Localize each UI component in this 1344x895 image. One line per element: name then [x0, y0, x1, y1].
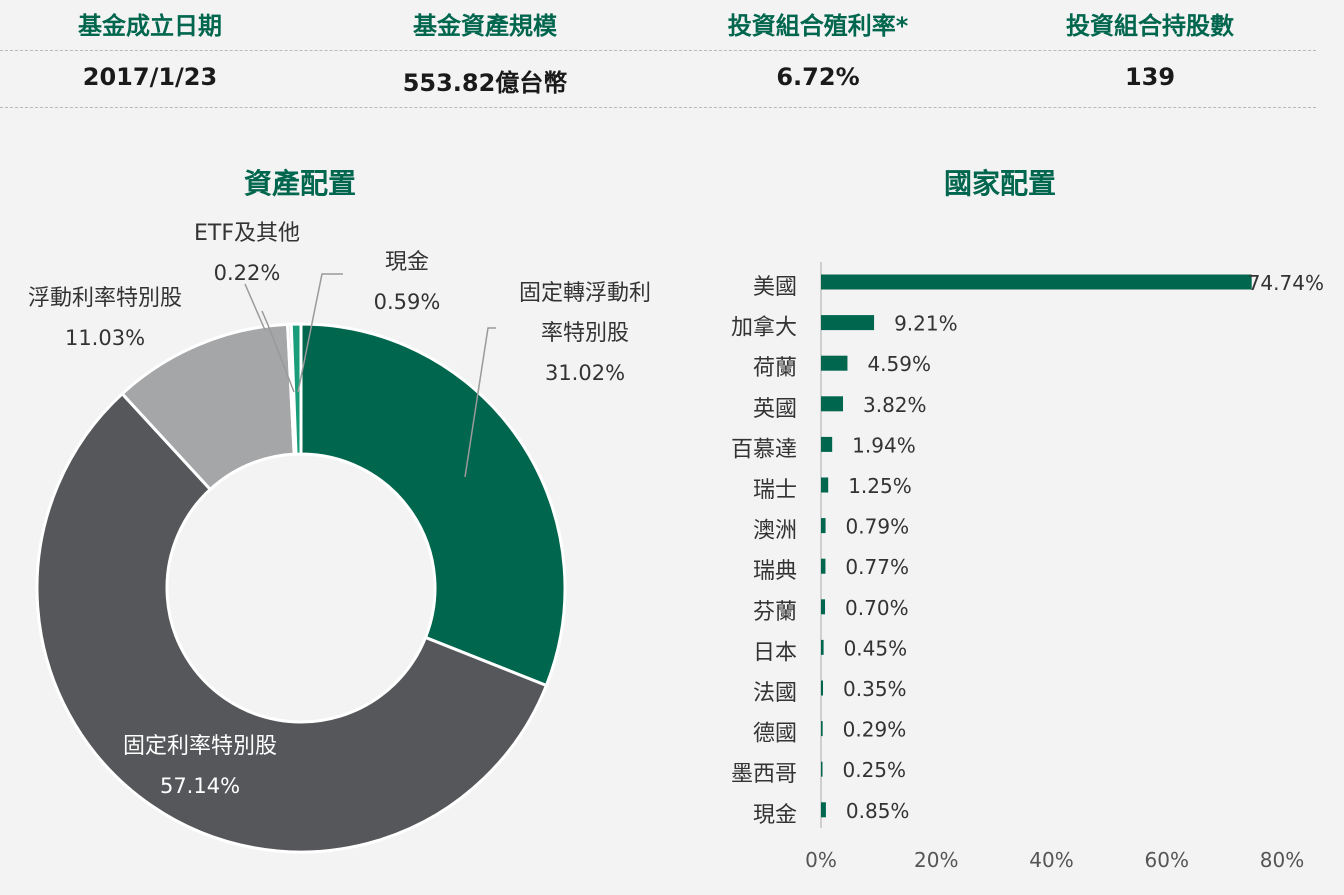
- donut-label-2-0: 浮動利率特別股: [28, 286, 182, 311]
- bar-value-label-1: 9.21%: [894, 312, 958, 336]
- bar-value-label-5: 1.25%: [848, 474, 912, 498]
- bar-value-label-2: 4.59%: [867, 352, 931, 376]
- bar-category-1: 加拿大: [731, 315, 797, 341]
- stats-divider-bottom: [0, 107, 1316, 108]
- donut-label-0-0: 固定轉浮動利: [519, 281, 651, 306]
- donut-label-1-0: 固定利率特別股: [123, 734, 277, 759]
- donut-slice-4: [289, 322, 303, 456]
- bar-value-label-13: 0.85%: [846, 799, 910, 823]
- bar-6: [821, 518, 826, 534]
- donut-slice-1: [35, 391, 549, 854]
- donut-value-1: 57.14%: [160, 774, 240, 798]
- bar-8: [821, 599, 826, 615]
- donut-value-2: 11.03%: [65, 326, 145, 350]
- inception-date-label: 基金成立日期: [78, 12, 222, 40]
- portfolio-yield-value: 6.72%: [776, 63, 860, 91]
- stats-divider-top: [0, 50, 1316, 51]
- bar-category-12: 墨西哥: [731, 762, 797, 787]
- bar-9: [821, 639, 824, 655]
- bar-category-2: 荷蘭: [753, 356, 797, 381]
- bar-7: [821, 558, 826, 574]
- inception-date-value: 2017/1/23: [82, 63, 218, 91]
- donut-value-0: 31.02%: [545, 361, 625, 385]
- donut-slice-0: [299, 322, 567, 688]
- bar-value-label-0: 74.74%: [1248, 271, 1324, 295]
- bar-5: [821, 477, 829, 493]
- fund-stats: 基金成立日期 基金資產規模 投資組合殖利率* 投資組合持股數 2017/1/23…: [0, 0, 1316, 108]
- bar-12: [821, 761, 823, 777]
- fund-aum-label: 基金資產規模: [413, 12, 557, 40]
- bar-category-11: 德國: [753, 722, 797, 747]
- bar-category-8: 芬蘭: [753, 600, 797, 625]
- bar-category-6: 澳洲: [753, 519, 797, 544]
- bar-category-9: 日本: [753, 640, 797, 665]
- x-tick-4: 80%: [1260, 848, 1304, 872]
- fund-aum-value: 553.82億台幣: [402, 69, 568, 97]
- bar-category-3: 英國: [753, 397, 797, 422]
- bar-1: [821, 315, 875, 331]
- bar-11: [821, 721, 823, 737]
- bar-10: [821, 680, 824, 696]
- country-allocation-title: 國家配置: [943, 167, 1056, 200]
- bar-value-label-12: 0.25%: [843, 758, 907, 782]
- portfolio-yield-label: 投資組合殖利率*: [727, 12, 909, 40]
- bar-value-label-4: 1.94%: [852, 433, 916, 457]
- donut-label-0-1: 率特別股: [541, 321, 629, 346]
- leader-line-2: [244, 283, 266, 331]
- bar-value-label-3: 3.82%: [863, 393, 927, 417]
- bar-value-label-7: 0.77%: [845, 555, 909, 579]
- x-tick-1: 20%: [914, 848, 958, 872]
- donut-label-3-0: ETF及其他: [194, 221, 300, 246]
- bar-category-4: 百慕達: [731, 437, 797, 462]
- holdings-count-label: 投資組合持股數: [1066, 12, 1234, 40]
- x-tick-2: 40%: [1029, 848, 1073, 872]
- x-tick-3: 60%: [1145, 848, 1189, 872]
- bar-category-10: 法國: [753, 681, 797, 706]
- bar-3: [821, 396, 844, 412]
- bar-value-label-8: 0.70%: [845, 596, 909, 620]
- donut-value-4: 0.59%: [374, 290, 441, 314]
- bar-2: [821, 355, 848, 371]
- bar-category-5: 瑞士: [753, 478, 797, 503]
- bar-value-label-10: 0.35%: [843, 677, 907, 701]
- asset-allocation-title: 資產配置: [243, 167, 356, 200]
- bar-0: [821, 274, 1252, 290]
- bar-category-0: 美國: [753, 275, 797, 300]
- bar-category-13: 現金: [753, 803, 797, 828]
- bar-value-label-11: 0.29%: [843, 718, 907, 742]
- bar-value-label-6: 0.79%: [846, 515, 910, 539]
- bar-4: [821, 436, 833, 452]
- leader-line-0: [464, 327, 496, 478]
- bar-category-7: 瑞典: [753, 559, 797, 584]
- bar-13: [821, 802, 826, 818]
- bar-value-label-9: 0.45%: [844, 636, 908, 660]
- leader-line-3: [261, 310, 295, 393]
- donut-value-3: 0.22%: [214, 261, 281, 285]
- x-tick-0: 0%: [805, 848, 837, 872]
- holdings-count-value: 139: [1124, 63, 1176, 91]
- leader-line-4: [297, 273, 343, 393]
- donut-label-4-0: 現金: [385, 250, 429, 275]
